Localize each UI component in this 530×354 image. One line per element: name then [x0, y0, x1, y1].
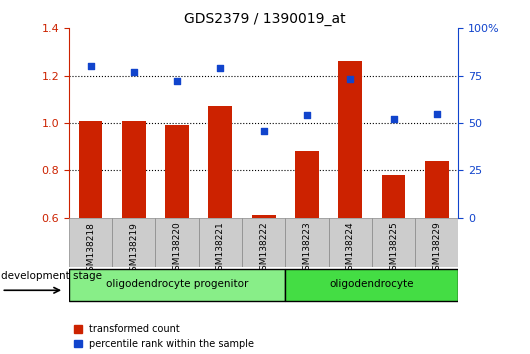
Bar — [165, 125, 189, 218]
Bar — [415, 218, 458, 267]
Text: GSM138223: GSM138223 — [303, 222, 312, 276]
Text: GSM138220: GSM138220 — [173, 222, 182, 276]
Bar — [242, 218, 285, 267]
Point — [389, 116, 398, 122]
Text: oligodendrocyte: oligodendrocyte — [330, 279, 414, 289]
Point — [173, 79, 181, 84]
Text: GSM138221: GSM138221 — [216, 222, 225, 276]
Bar — [338, 62, 362, 218]
Text: GSM138218: GSM138218 — [86, 222, 95, 276]
Point — [129, 69, 138, 75]
Text: GSM138219: GSM138219 — [129, 222, 138, 276]
Point — [432, 111, 441, 116]
Point — [303, 113, 311, 118]
Bar — [425, 161, 449, 218]
Bar — [285, 218, 329, 267]
Text: development stage: development stage — [2, 271, 102, 281]
Text: GSM138229: GSM138229 — [432, 222, 441, 276]
Bar — [285, 269, 458, 301]
Text: oligodendrocyte progenitor: oligodendrocyte progenitor — [106, 279, 248, 289]
Bar — [69, 269, 285, 301]
Bar — [372, 218, 415, 267]
Bar — [382, 175, 405, 218]
Point — [216, 65, 225, 71]
Point — [86, 63, 95, 69]
Text: GDS2379 / 1390019_at: GDS2379 / 1390019_at — [184, 12, 346, 27]
Text: GSM138222: GSM138222 — [259, 222, 268, 276]
Legend: transformed count, percentile rank within the sample: transformed count, percentile rank withi… — [74, 324, 254, 349]
Bar — [155, 218, 199, 267]
Point — [259, 128, 268, 133]
Text: GSM138225: GSM138225 — [389, 222, 398, 276]
Bar — [295, 152, 319, 218]
Bar — [329, 218, 372, 267]
Point — [346, 76, 355, 82]
Bar — [252, 215, 276, 218]
Bar — [122, 121, 146, 218]
Bar — [69, 218, 112, 267]
Text: GSM138224: GSM138224 — [346, 222, 355, 276]
Bar — [208, 107, 232, 218]
Bar — [199, 218, 242, 267]
Bar — [112, 218, 155, 267]
Bar — [78, 121, 102, 218]
